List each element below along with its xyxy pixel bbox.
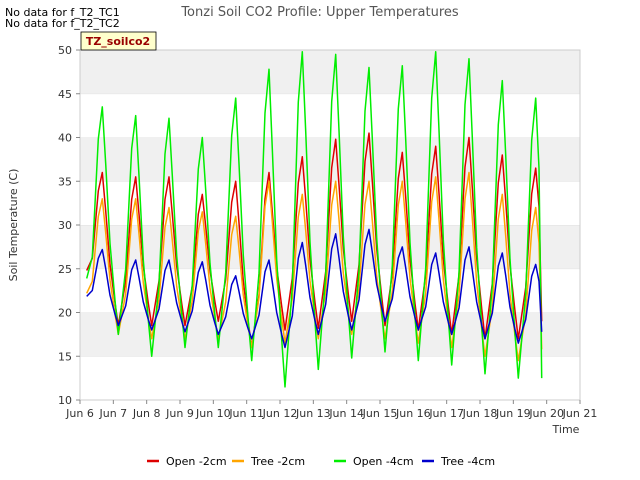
legend: Open -2cm Tree -2cm Open -4cm Tree -4cm xyxy=(147,455,495,468)
grid-band xyxy=(80,312,580,357)
x-tick-label: Jun 12 xyxy=(262,407,298,420)
x-tick-label: Jun 18 xyxy=(462,407,498,420)
y-tick-label: 15 xyxy=(58,350,72,363)
x-tick-label: Jun 6 xyxy=(65,407,94,420)
y-tick-label: 20 xyxy=(58,307,72,320)
legend-label: Open -4cm xyxy=(353,455,414,468)
grid-band xyxy=(80,356,580,400)
legend-label: Tree -4cm xyxy=(440,455,495,468)
y-tick-label: 45 xyxy=(58,88,72,101)
x-tick-label: Jun 17 xyxy=(428,407,464,420)
x-tick-label: Jun 11 xyxy=(228,407,264,420)
legend-label: Open -2cm xyxy=(166,455,227,468)
grid-band xyxy=(80,50,580,94)
y-tick-label: 25 xyxy=(58,263,72,276)
x-tick-label: Jun 15 xyxy=(362,407,398,420)
x-axis-label: Time xyxy=(552,423,580,436)
x-tick-label: Jun 8 xyxy=(132,407,161,420)
x-tick-label: Jun 9 xyxy=(165,407,194,420)
x-tick-label: Jun 14 xyxy=(328,407,364,420)
y-tick-label: 35 xyxy=(58,175,72,188)
y-tick-label: 50 xyxy=(58,44,72,57)
site-label: TZ_soilco2 xyxy=(86,35,150,48)
x-tick-label: Jun 19 xyxy=(495,407,531,420)
y-tick-label: 40 xyxy=(58,132,72,145)
chart-title: Tonzi Soil CO2 Profile: Upper Temperatur… xyxy=(180,5,459,20)
no-data-note-2: No data for f_T2_TC2 xyxy=(5,17,120,30)
y-tick-label: 30 xyxy=(58,219,72,232)
y-tick-label: 10 xyxy=(58,394,72,407)
x-tick-label: Jun 13 xyxy=(295,407,331,420)
x-tick-label: Jun 10 xyxy=(195,407,231,420)
y-axis-label: Soil Temperature (C) xyxy=(7,169,20,282)
x-tick-label: Jun 21 xyxy=(562,407,598,420)
no-data-note-1: No data for f_T2_TC1 xyxy=(5,6,120,19)
series-line-tree-4cm xyxy=(86,228,543,349)
x-tick-label: Jun 20 xyxy=(528,407,564,420)
x-tick-label: Jun 16 xyxy=(395,407,431,420)
site-label-box: TZ_soilco2 xyxy=(80,31,157,51)
legend-label: Tree -2cm xyxy=(250,455,305,468)
x-tick-label: Jun 7 xyxy=(98,407,127,420)
series-line-open-2cm xyxy=(86,132,543,349)
